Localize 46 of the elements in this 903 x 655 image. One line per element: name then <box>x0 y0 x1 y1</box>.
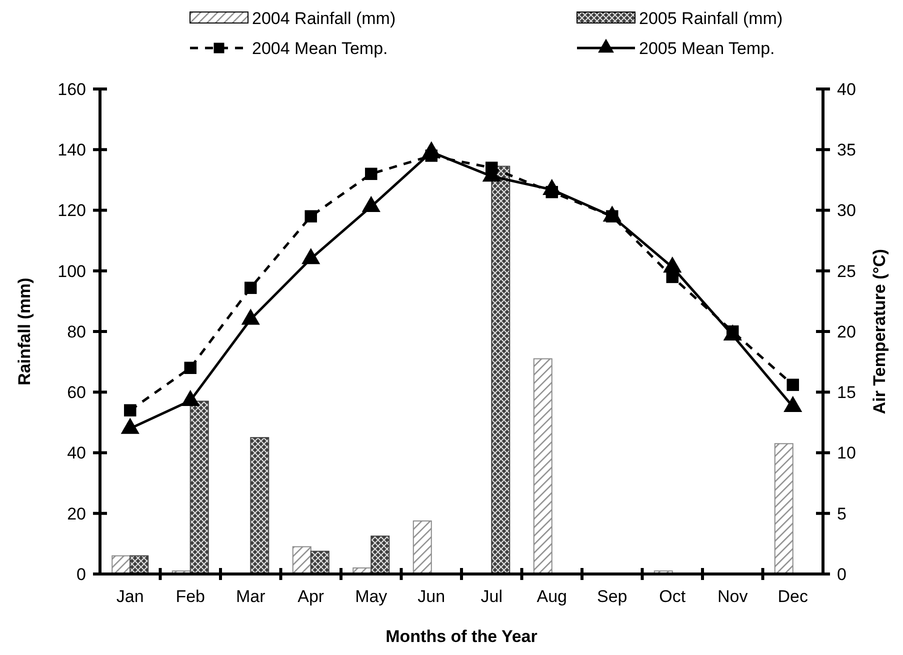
y2-tick-label: 5 <box>837 504 846 524</box>
y2-tick-label: 30 <box>837 201 856 220</box>
y-tick-label: 40 <box>67 444 86 463</box>
bar <box>250 437 270 574</box>
x-tick-label: Feb <box>176 587 206 606</box>
x-tick-label: Nov <box>718 587 748 606</box>
x-tick-label: May <box>355 587 388 606</box>
legend-label: 2005 Rainfall (mm) <box>639 8 783 28</box>
y-tick-label: 60 <box>67 383 86 402</box>
legend-label: 2005 Mean Temp. <box>639 38 775 58</box>
y2-tick-label: 20 <box>837 322 856 342</box>
x-tick-label: Jul <box>480 587 502 606</box>
y2-tick-label: 35 <box>837 140 856 160</box>
y-tick-label: 0 <box>76 564 86 584</box>
bar <box>491 166 510 574</box>
x-tick-label: Jun <box>418 587 446 606</box>
x-tick-label: Mar <box>236 587 266 606</box>
bar <box>533 358 552 574</box>
bar <box>190 400 209 574</box>
y2-tick-label: 0 <box>837 564 846 584</box>
y2-tick-label: 15 <box>837 383 856 402</box>
x-tick-label: Dec <box>778 587 808 606</box>
y-tick-label: 160 <box>58 80 86 99</box>
y-axis-title: Rainfall (mm) <box>15 278 34 386</box>
x-tick-label: Oct <box>659 587 686 606</box>
y-tick-label: 140 <box>58 140 86 160</box>
bar <box>412 520 432 574</box>
y2-tick-label: 40 <box>837 80 856 99</box>
y-tick-label: 120 <box>58 201 86 220</box>
y-tick-label: 20 <box>67 504 86 524</box>
bar <box>310 550 330 574</box>
bar <box>292 546 312 574</box>
y-tick-label: 80 <box>67 322 86 342</box>
x-tick-label: Sep <box>597 587 628 606</box>
legend-label: 2004 Mean Temp. <box>252 38 388 58</box>
x-tick-label: Apr <box>298 587 324 606</box>
x-tick-label: Aug <box>536 587 567 606</box>
x-axis-title: Months of the Year <box>386 627 538 646</box>
y2-tick-label: 25 <box>837 262 856 281</box>
bar <box>774 443 794 574</box>
x-tick-label: Jan <box>116 587 144 606</box>
legend-label: 2004 Rainfall (mm) <box>252 8 396 28</box>
bar <box>370 536 390 574</box>
y2-tick-label: 10 <box>837 444 856 463</box>
y-tick-label: 100 <box>58 262 86 281</box>
y2-axis-title: Air Temperature (°C) <box>870 248 889 414</box>
